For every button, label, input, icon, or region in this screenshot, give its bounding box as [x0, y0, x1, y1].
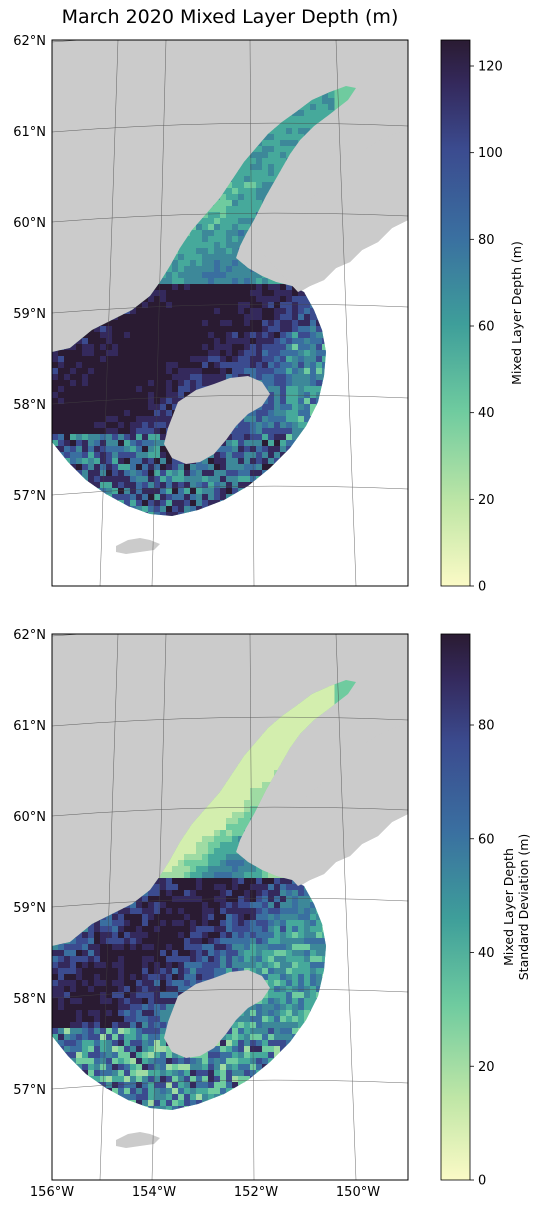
lat-label-62: 62°N — [13, 34, 46, 49]
land-island-kodiak — [164, 970, 270, 1058]
figure-title: March 2020 Mixed Layer Depth (m) — [61, 6, 399, 28]
lat-label-62: 62°N — [13, 628, 46, 643]
colorbar-tick-label: 80 — [478, 719, 495, 734]
colorbar-label-line-2: Standard Deviation (m) — [516, 834, 531, 981]
colorbar-tick-label: 20 — [478, 493, 495, 508]
colorbar-tick-label: 60 — [478, 320, 495, 335]
graticule — [52, 634, 408, 1180]
lon-label-152: 152°W — [234, 1185, 278, 1200]
colorbar-tick-label: 0 — [478, 1174, 486, 1189]
colorbar-ticks: 0 20 40 60 80 — [470, 719, 495, 1189]
land-island-small — [116, 1132, 160, 1148]
lat-label-59: 59°N — [13, 307, 46, 322]
colorbar-ramp — [440, 39, 471, 587]
land-kenai-upper — [250, 724, 408, 886]
land-island-small — [116, 538, 160, 554]
lat-label-57: 57°N — [13, 1083, 46, 1098]
mixed-layer-depth-map-panel: 62°N 61°N 60°N 59°N 58°N 57°N 0 20 40 60 80 1… — [13, 34, 524, 595]
lat-label-59: 59°N — [13, 901, 46, 916]
map-frame — [51, 39, 409, 587]
colorbar-label-line-1: Mixed Layer Depth — [501, 848, 516, 966]
colorbar-tick-label: 0 — [478, 580, 486, 595]
graticule — [52, 40, 408, 586]
lat-label-61: 61°N — [13, 719, 46, 734]
colorbar-std: 0 20 40 60 80 Mixed Layer Depth Standard Dev… — [440, 633, 531, 1189]
colorbar-tick-label: 100 — [478, 146, 503, 161]
colorbar-mean: 0 20 40 60 80 100 120 Mixed Layer Depth (m) — [440, 39, 524, 595]
colorbar-tick-label: 40 — [478, 406, 495, 421]
colorbar-ticks: 0 20 40 60 80 100 120 — [470, 60, 503, 595]
lon-label-156: 156°W — [30, 1185, 74, 1200]
lat-label-61: 61°N — [13, 125, 46, 140]
lon-label-154: 154°W — [132, 1185, 176, 1200]
land-island-kodiak — [164, 376, 270, 464]
colorbar-tick-label: 20 — [478, 1060, 495, 1075]
colorbar-tick-label: 120 — [478, 60, 503, 75]
mixed-layer-depth-std-map-panel: 62°N 61°N 60°N 59°N 58°N 57°N 156°W 154°… — [13, 628, 531, 1200]
land-kenai-upper — [250, 130, 408, 292]
colorbar-tick-label: 80 — [478, 233, 495, 248]
lat-label-58: 58°N — [13, 398, 46, 413]
latitude-labels: 62°N 61°N 60°N 59°N 58°N 57°N — [13, 34, 46, 504]
lat-label-57: 57°N — [13, 489, 46, 504]
lat-label-60: 60°N — [13, 810, 46, 825]
longitude-labels: 156°W 154°W 152°W 150°W — [30, 1185, 380, 1200]
colorbar-tick-label: 40 — [478, 946, 495, 961]
colorbar-tick-label: 60 — [478, 832, 495, 847]
lon-label-150: 150°W — [336, 1185, 380, 1200]
colorbar-ramp — [440, 633, 471, 1181]
latitude-labels: 62°N 61°N 60°N 59°N 58°N 57°N — [13, 628, 46, 1098]
colorbar-label: Mixed Layer Depth (m) — [509, 241, 524, 385]
lat-label-58: 58°N — [13, 992, 46, 1007]
map-frame — [51, 633, 409, 1181]
lat-label-60: 60°N — [13, 216, 46, 231]
